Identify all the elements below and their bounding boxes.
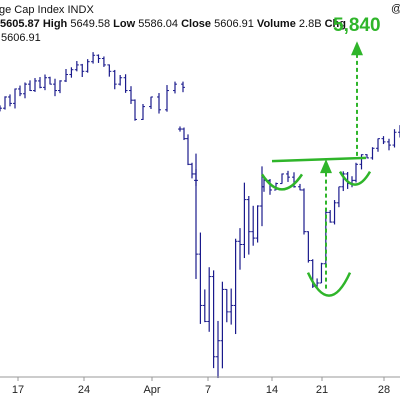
ohlc-bar (48, 76, 52, 85)
ohlc-bar (211, 270, 216, 369)
x-tick-label: 7 (205, 384, 211, 396)
ohlc-bar (18, 85, 22, 97)
ohlc-bar (182, 127, 186, 141)
ohlc-bar (319, 262, 324, 284)
x-tick-label: 21 (316, 384, 328, 396)
ohlc-bar (3, 96, 7, 110)
ohlc-bar (38, 77, 42, 89)
ohlc-bar (64, 69, 68, 83)
ohlc-bar (198, 232, 203, 324)
ohlc-bar (220, 281, 225, 369)
ohlc-bar (13, 88, 17, 109)
x-tick-label: 17 (12, 384, 24, 396)
ohlc-bar (8, 94, 12, 107)
ohlc-bar (370, 147, 375, 160)
ohlc-bar (118, 75, 123, 86)
ohlc-bar (129, 86, 133, 104)
ohlc-bar (207, 267, 212, 332)
ohlc-bar (165, 85, 169, 112)
ohlc-bar (33, 78, 37, 92)
ohlc-bar (0, 105, 2, 112)
target-label: 5,840 (333, 15, 381, 36)
right-shoulder-arc (338, 170, 372, 186)
ohlc-bar (302, 188, 306, 235)
ohlc-bar (229, 288, 234, 325)
ohlc-bar (28, 80, 32, 92)
last-value-label: 5606.91 (1, 32, 41, 44)
ohlc-bar (112, 69, 117, 90)
corner-mark: @ (391, 3, 400, 15)
target-arrow (351, 41, 363, 156)
ohlc-bar (387, 138, 391, 151)
pattern-overlay (260, 41, 372, 297)
ohlc-bar (43, 74, 47, 91)
ohlc-bar (190, 162, 194, 179)
ohlc-bar (216, 320, 220, 379)
ohlc-bar (224, 288, 229, 323)
ohlc-bar (133, 99, 137, 121)
ohlc-bar (246, 195, 251, 255)
ohlc-bar (328, 210, 333, 223)
ohlc-bar (298, 183, 302, 191)
neckline (271, 156, 367, 163)
ohlc-bar (96, 54, 101, 63)
ohlc-bar (251, 205, 256, 246)
ohlc-bar (178, 126, 182, 132)
ohlc-bar (186, 134, 190, 166)
ohlc-bar (332, 200, 337, 225)
ohlc-bar (392, 129, 397, 148)
ohlc-bar (194, 153, 198, 279)
ohlc-bar (181, 81, 185, 93)
ohlc-bar (69, 67, 74, 78)
ohlc-bar (268, 179, 272, 195)
header-ohlc: 5605.87 High 5649.58 Low 5586.04 Close 5… (0, 18, 346, 30)
ohlc-bar (23, 82, 27, 99)
ohlc-bar (74, 61, 79, 72)
ohlc-bar (85, 59, 90, 73)
x-tick-label: 14 (266, 384, 278, 396)
head-arc (306, 272, 352, 297)
ohlc-bar (376, 138, 380, 152)
x-tick-label: Apr (143, 384, 160, 396)
ohlc-bar (255, 205, 260, 243)
ohlc-bar (107, 64, 112, 77)
measure-arrow (320, 159, 332, 289)
ohlc-bar (381, 136, 386, 145)
ohlc-bars (0, 52, 400, 379)
ohlc-bar (233, 238, 238, 335)
ohlc-bar (157, 93, 161, 114)
ohlc-bar (141, 103, 145, 120)
ohlc-bar (123, 74, 128, 93)
ohlc-bar (365, 154, 369, 159)
ohlc-bar (53, 78, 57, 97)
ohlc-bar (242, 182, 247, 259)
ohlc-bar (280, 173, 284, 185)
header-title: ge Cap Index INDX (0, 4, 94, 16)
ohlc-bar (58, 80, 62, 94)
ohlc-bar (80, 63, 85, 78)
ohlc-bar (173, 81, 177, 94)
ohlc-bar (359, 154, 364, 170)
x-tick-label: 28 (378, 384, 390, 396)
ohlc-bar (306, 231, 311, 263)
x-tick-label: 24 (78, 384, 90, 396)
ohlc-bar (238, 228, 242, 270)
ohlc-bar (336, 186, 341, 208)
ohlc-bar (91, 52, 96, 64)
left-shoulder-arc (260, 173, 304, 191)
ohlc-bar (286, 170, 290, 182)
ohlc-bar (101, 56, 106, 67)
ohlc-bar (354, 162, 358, 183)
ohlc-bar (149, 96, 153, 109)
x-axis-ticks: 17 24 Apr 7 14 21 28 (12, 377, 390, 396)
ohlc-bar (202, 289, 207, 323)
